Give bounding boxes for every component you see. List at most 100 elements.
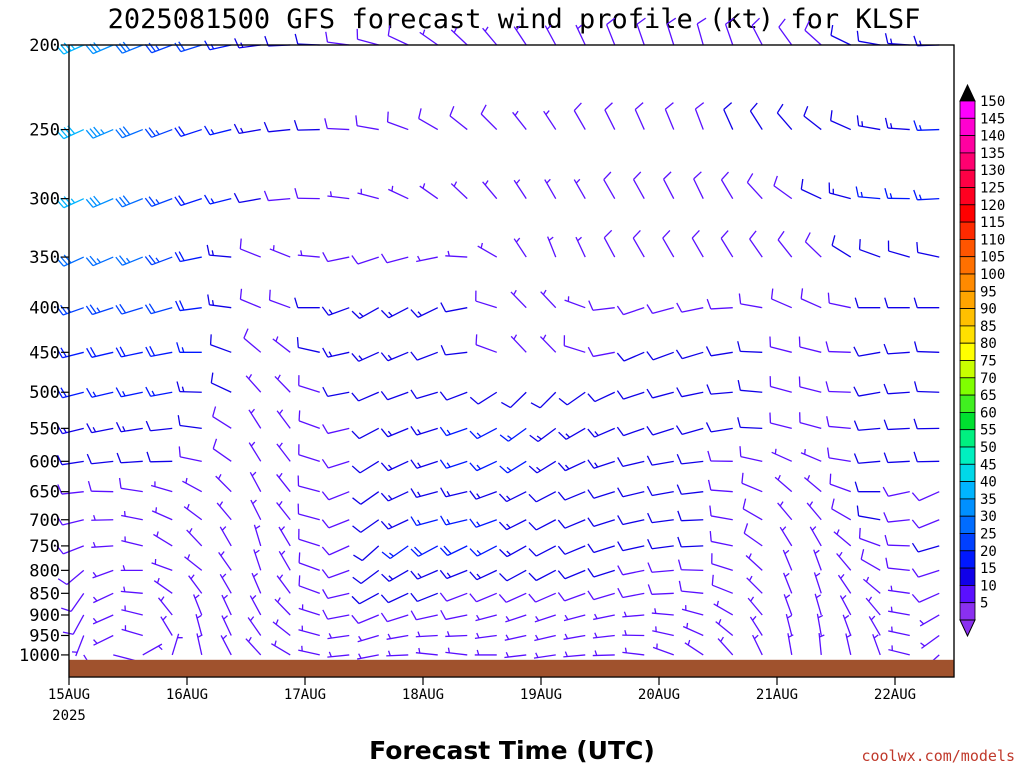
barb-half bbox=[358, 635, 363, 641]
barb-full bbox=[321, 306, 330, 316]
barb-half bbox=[122, 426, 126, 432]
barb-full bbox=[675, 349, 683, 359]
wind-barb bbox=[675, 425, 704, 435]
barb-shaft bbox=[243, 337, 262, 353]
barb-shaft bbox=[801, 188, 822, 200]
wind-barb bbox=[646, 425, 674, 436]
wind-barb bbox=[322, 589, 350, 600]
wind-barb bbox=[813, 572, 822, 594]
wind-barb bbox=[504, 634, 527, 641]
barb-full bbox=[528, 521, 537, 531]
barb-shaft bbox=[269, 299, 291, 309]
wind-barb bbox=[386, 633, 409, 640]
barb-full bbox=[557, 491, 566, 501]
barb-half bbox=[358, 355, 363, 361]
barb-shaft bbox=[240, 248, 261, 258]
barb-half bbox=[565, 433, 571, 438]
colorbar-label: 75 bbox=[980, 354, 997, 370]
barb-full bbox=[210, 372, 214, 384]
barb-full bbox=[209, 334, 212, 345]
barb-shaft bbox=[710, 515, 733, 521]
barb-half bbox=[447, 250, 450, 257]
wind-barb bbox=[115, 421, 143, 433]
barb-shaft bbox=[651, 592, 674, 595]
colorbar-label: 120 bbox=[980, 198, 1005, 214]
barb-full bbox=[884, 33, 889, 44]
barb-half bbox=[196, 614, 202, 619]
barb-full bbox=[410, 488, 418, 498]
wind-barb bbox=[505, 614, 527, 623]
wind-barb bbox=[769, 412, 792, 429]
barb-shaft bbox=[539, 391, 557, 409]
barb-full bbox=[885, 557, 889, 569]
barb-full bbox=[588, 300, 594, 311]
barb-shaft bbox=[535, 491, 557, 503]
wind-barb bbox=[204, 194, 232, 205]
barb-full bbox=[85, 198, 94, 208]
colorbar-cell bbox=[959, 221, 976, 240]
barb-half bbox=[387, 494, 393, 500]
colorbar-cell bbox=[959, 256, 976, 275]
barb-half bbox=[123, 586, 126, 592]
barb-half bbox=[577, 236, 582, 242]
barb-shaft bbox=[740, 350, 763, 353]
wind-barb bbox=[115, 346, 143, 358]
barb-full bbox=[87, 480, 92, 492]
wind-barb bbox=[121, 605, 143, 616]
barb-shaft bbox=[210, 344, 232, 353]
wind-barb bbox=[646, 304, 674, 314]
barb-half bbox=[391, 185, 394, 192]
barb-half bbox=[274, 640, 277, 646]
wind-barb bbox=[806, 501, 822, 521]
wind-barb bbox=[887, 606, 910, 616]
barb-shaft bbox=[357, 256, 379, 265]
barb-full bbox=[739, 446, 742, 457]
barb-shaft bbox=[593, 351, 615, 358]
barb-full bbox=[617, 541, 624, 551]
colorbar-cell bbox=[959, 567, 976, 586]
wind-barb bbox=[298, 528, 320, 547]
wind-barb bbox=[327, 633, 350, 640]
barb-full bbox=[410, 610, 417, 621]
barb-shaft bbox=[593, 569, 615, 578]
wind-barb bbox=[276, 500, 291, 521]
barb-full bbox=[298, 410, 301, 421]
barb-shaft bbox=[180, 456, 202, 462]
wind-barb bbox=[351, 592, 380, 605]
y-tick-label: 900 bbox=[29, 606, 60, 626]
wind-barb bbox=[557, 592, 586, 602]
barb-shaft bbox=[297, 128, 320, 131]
wind-barb bbox=[92, 592, 114, 604]
barb-full bbox=[321, 519, 330, 529]
barb-shaft bbox=[720, 238, 734, 258]
barb-full bbox=[853, 420, 859, 431]
barb-shaft bbox=[858, 391, 881, 397]
barb-full bbox=[616, 390, 624, 400]
barb-half bbox=[92, 391, 97, 397]
wind-barb bbox=[418, 108, 439, 131]
wind-barb bbox=[544, 25, 557, 46]
barb-half bbox=[223, 615, 228, 620]
barb-full bbox=[776, 103, 784, 114]
wind-barb bbox=[913, 189, 940, 201]
wind-barb bbox=[816, 613, 824, 636]
wind-barb bbox=[707, 450, 733, 462]
barb-half bbox=[809, 501, 814, 507]
wind-barb bbox=[717, 636, 734, 656]
wind-barb bbox=[253, 549, 262, 571]
barb-half bbox=[781, 526, 787, 532]
wind-barb bbox=[884, 534, 910, 547]
wind-barb bbox=[830, 24, 852, 46]
barb-half bbox=[422, 183, 426, 189]
wind-barb bbox=[720, 230, 734, 258]
barb-full bbox=[443, 545, 452, 555]
wind-barb bbox=[57, 484, 84, 495]
barb-full bbox=[825, 341, 830, 352]
wind-barb bbox=[440, 515, 468, 526]
barb-shaft bbox=[917, 251, 940, 258]
barb-full bbox=[145, 386, 152, 397]
wind-barb bbox=[276, 442, 291, 462]
colorbar-cell bbox=[959, 411, 976, 431]
wind-barb bbox=[272, 619, 291, 636]
wind-barb bbox=[632, 171, 645, 199]
